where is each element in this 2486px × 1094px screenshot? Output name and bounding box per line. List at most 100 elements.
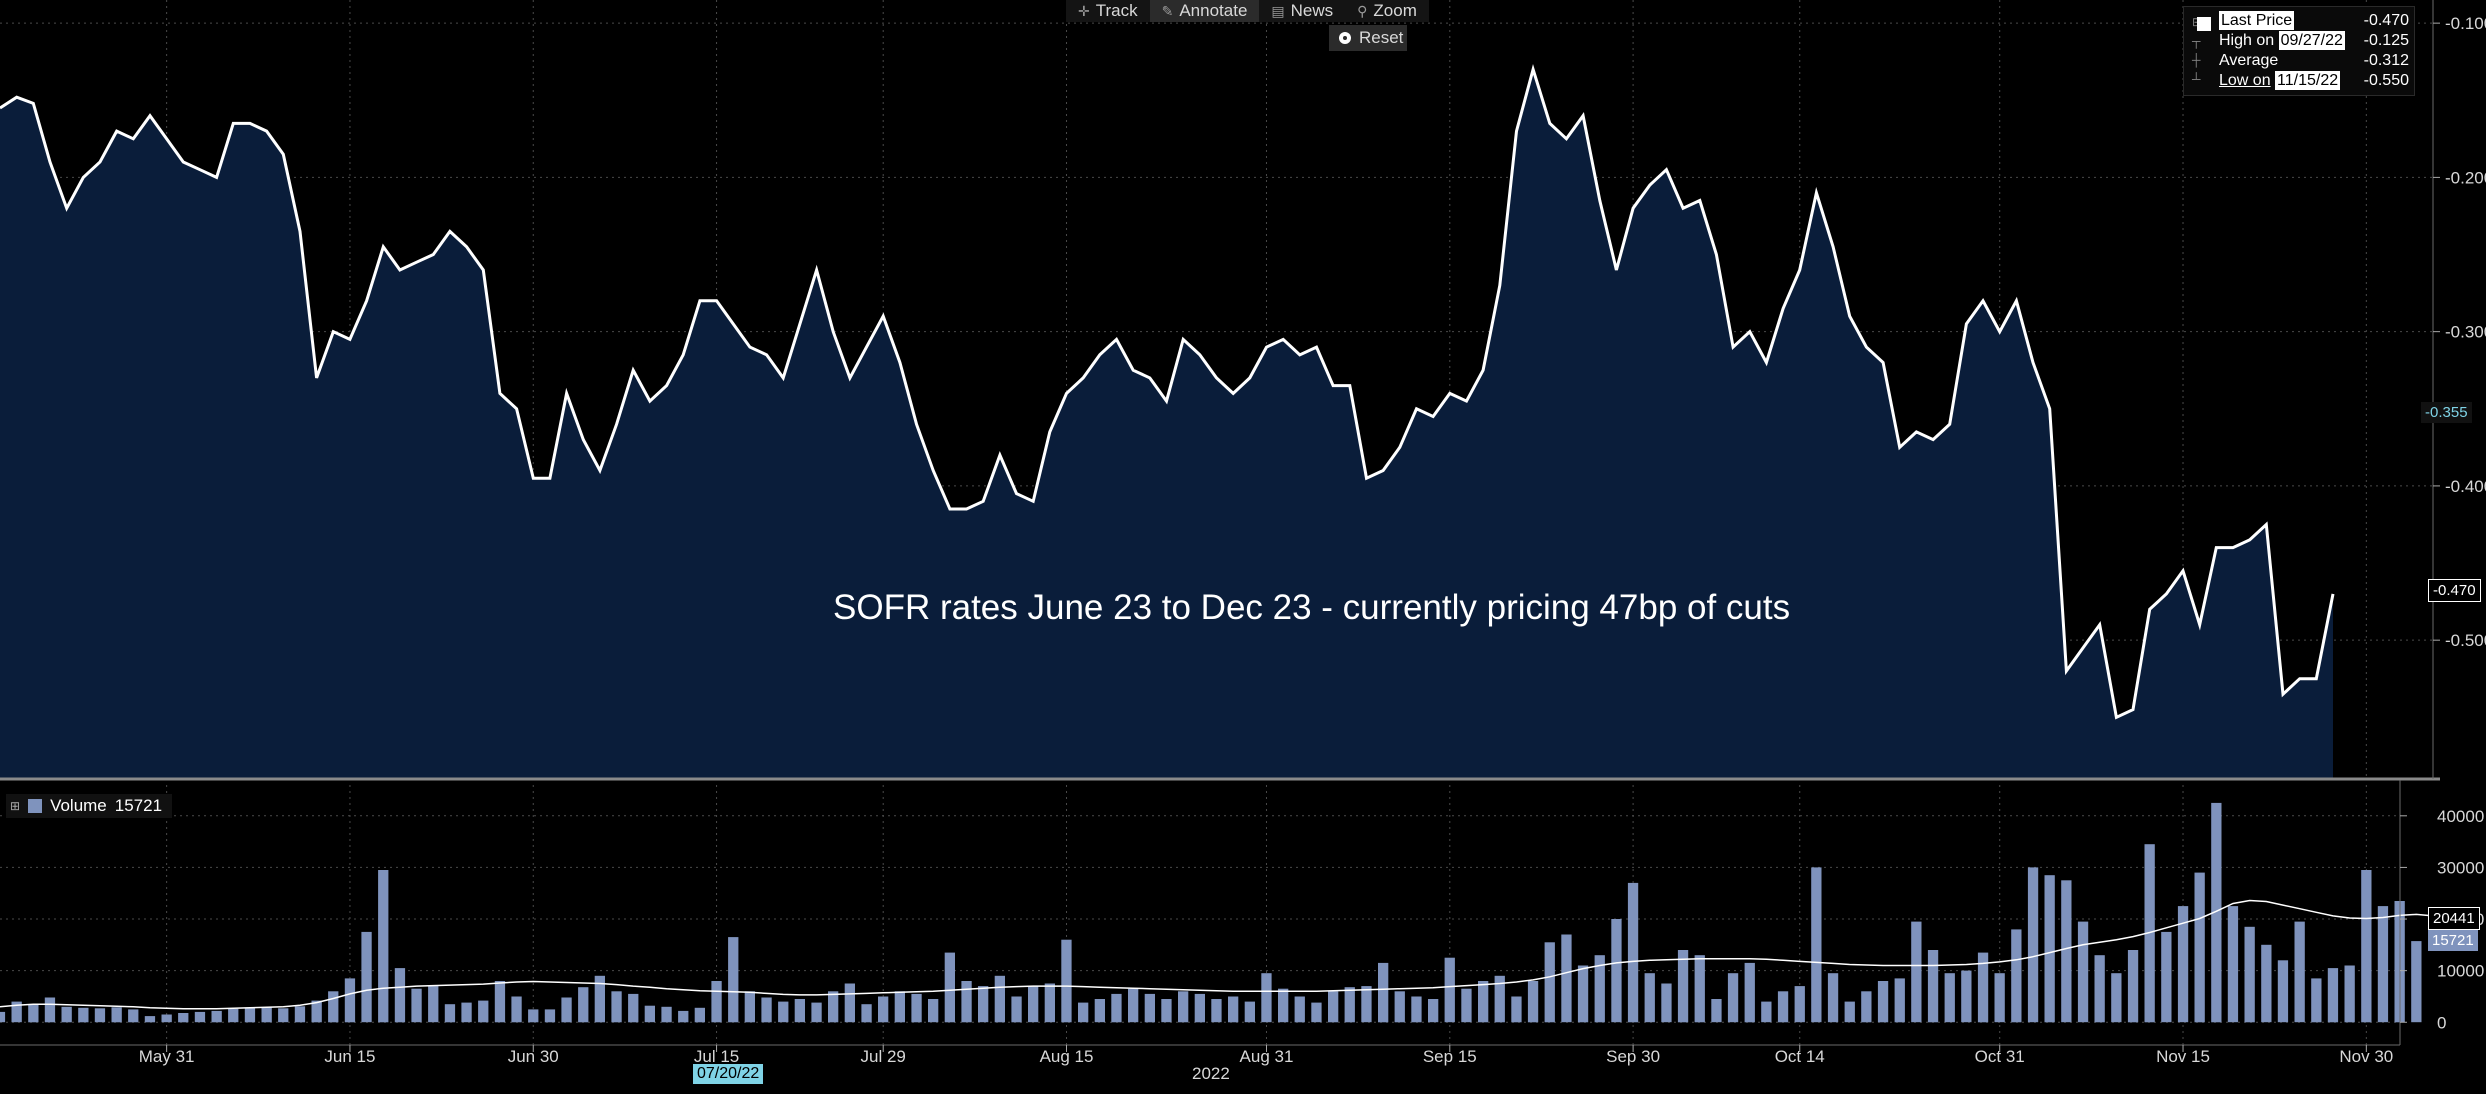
annotate-button[interactable]: ✎ Annotate	[1149, 0, 1260, 22]
high-label: High on	[2219, 32, 2275, 49]
high-date: 09/27/22	[2278, 31, 2345, 50]
volume-bar	[894, 991, 905, 1023]
volume-bar	[1311, 1002, 1322, 1023]
volume-bar	[844, 983, 855, 1023]
volume-bar	[2377, 906, 2389, 1023]
volume-legend[interactable]: ⊞ Volume 15721	[6, 794, 173, 818]
volume-bar	[61, 1006, 72, 1023]
volume-legend-label: Volume	[50, 796, 107, 815]
volume-bar	[2361, 870, 2372, 1023]
volume-bar	[294, 1006, 306, 1023]
volume-bar	[2061, 880, 2072, 1023]
reset-button[interactable]: Reset	[1329, 25, 1407, 51]
high-value: -0.125	[2363, 32, 2409, 49]
price-tick-label: -0.300	[2445, 323, 2486, 342]
volume-bar	[594, 975, 605, 1023]
x-tick-label: Nov 15	[2156, 1047, 2210, 1066]
volume-bar	[1994, 973, 2005, 1023]
legend-row-average[interactable]: Average -0.312	[2219, 51, 2409, 70]
chart-annotation[interactable]: SOFR rates June 23 to Dec 23 - currently…	[833, 588, 1791, 627]
volume-tick-label: 40000	[2437, 807, 2484, 826]
volume-bar	[444, 1004, 456, 1023]
x-tick-label: Sep 15	[1423, 1047, 1477, 1066]
volume-swatch	[28, 799, 43, 813]
volume-bar	[2311, 978, 2322, 1023]
volume-bar	[944, 952, 955, 1023]
volume-bar	[1827, 973, 1839, 1023]
volume-bar	[611, 991, 622, 1023]
volume-tick-label: 10000	[2437, 962, 2484, 981]
x-tick-label: Jun 30	[508, 1047, 559, 1066]
legend-row-low[interactable]: Low on 11/15/22 -0.550	[2219, 71, 2409, 90]
average-label: Average	[2219, 52, 2279, 69]
volume-bar	[1627, 882, 1639, 1023]
volume-bar	[1194, 993, 1205, 1023]
volume-bar	[1378, 962, 1389, 1023]
last-price-swatch	[2197, 17, 2211, 31]
volume-bar	[978, 986, 989, 1023]
volume-bar	[778, 1001, 789, 1023]
volume-bar	[44, 997, 56, 1023]
volume-moving-average-line	[0, 899, 2450, 1010]
last-price-label: Last Price	[2219, 11, 2295, 30]
volume-bar	[461, 1002, 472, 1023]
volume-bar	[2244, 926, 2255, 1023]
volume-bar	[2177, 906, 2189, 1023]
reset-label: Reset	[1359, 28, 1404, 47]
volume-bar	[1611, 919, 1622, 1023]
x-tick-label: Oct 14	[1775, 1047, 1825, 1066]
volume-bar	[1078, 1002, 1089, 1023]
volume-bar	[2327, 968, 2339, 1023]
volume-bar	[1178, 991, 1189, 1023]
news-button[interactable]: ▤ News	[1259, 0, 1345, 22]
magnifier-icon: ⚲	[1357, 2, 1368, 19]
volume-bar	[928, 999, 939, 1023]
expand-icon[interactable]: ⊞	[10, 799, 21, 813]
volume-bar	[1028, 986, 1039, 1023]
volume-bar	[544, 1009, 556, 1023]
legend-row-last-price[interactable]: Last Price -0.470	[2219, 11, 2409, 30]
volume-bar	[1544, 942, 1555, 1023]
price-tick-label: -0.200	[2445, 168, 2486, 187]
volume-bar	[811, 1002, 822, 1023]
volume-bar	[1694, 955, 1705, 1023]
track-button[interactable]: ✛ Track	[1066, 0, 1150, 22]
volume-bar	[2011, 929, 2022, 1023]
low-label: Low on	[2219, 72, 2271, 89]
volume-bar	[2211, 802, 2222, 1023]
volume-bar	[144, 1016, 156, 1023]
news-icon: ▤	[1271, 2, 1285, 19]
zoom-button[interactable]: ⚲ Zoom	[1345, 0, 1429, 22]
price-area-fill	[0, 69, 2333, 779]
x-tick-label: Oct 31	[1975, 1047, 2025, 1066]
volume-bar	[1278, 988, 1289, 1023]
volume-bar	[1044, 983, 1055, 1023]
volume-bar	[1944, 973, 1955, 1023]
volume-bar	[211, 1010, 222, 1023]
volume-bar	[361, 931, 372, 1023]
volume-ma-tag: 20441	[2428, 907, 2480, 930]
volume-bar	[394, 968, 406, 1023]
volume-bar	[911, 993, 922, 1023]
volume-bar	[0, 1011, 6, 1023]
volume-bar	[2094, 955, 2105, 1023]
legend-row-high[interactable]: High on 09/27/22 -0.125	[2219, 31, 2409, 50]
volume-bar	[961, 981, 972, 1023]
volume-bar	[1061, 939, 1072, 1023]
volume-bar	[1328, 991, 1339, 1023]
volume-bar	[1527, 981, 1539, 1023]
volume-bar	[178, 1013, 189, 1023]
volume-bar	[728, 937, 739, 1023]
volume-bar	[1111, 993, 1122, 1023]
volume-bar	[1861, 991, 1872, 1023]
volume-bar	[378, 870, 389, 1023]
volume-bar	[1511, 996, 1522, 1023]
axis-labels: May 31 Jun 15 Jun 30 Jul 15 Jul 29 Aug 15 Aug …	[139, 14, 2486, 1066]
x-tick-label: Jul 29	[861, 1047, 906, 1066]
highlighted-date-label: 07/20/22	[693, 1064, 764, 1084]
volume-bars	[0, 802, 2422, 1023]
volume-bar	[2294, 921, 2305, 1023]
volume-bar	[428, 986, 439, 1023]
volume-bar	[1444, 957, 1455, 1023]
